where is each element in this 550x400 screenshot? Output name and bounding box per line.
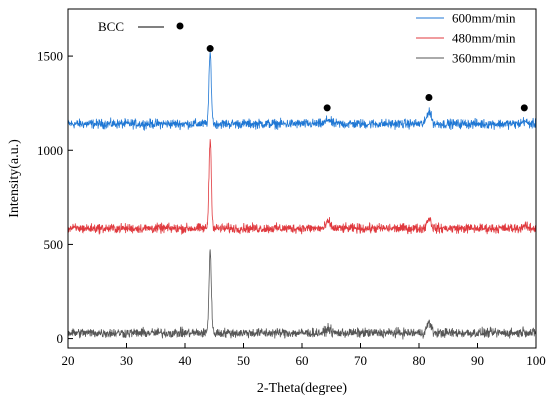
legend: 600mm/min 480mm/min 360mm/min	[412, 10, 534, 68]
y-tick-label: 1500	[37, 49, 63, 64]
x-tick-label: 30	[120, 353, 133, 368]
y-tick-label: 1000	[37, 143, 63, 158]
bcc-label: BCC	[98, 19, 124, 34]
legend-label-3: 360mm/min	[452, 51, 516, 66]
y-tick-label: 500	[44, 237, 64, 252]
series-line-1	[67, 51, 537, 131]
x-tick-label: 80	[413, 353, 426, 368]
bcc-peak-marker	[323, 104, 331, 112]
legend-label-2: 480mm/min	[452, 31, 516, 46]
annotation-layer: BCC	[98, 19, 528, 112]
x-tick-label: 90	[471, 353, 484, 368]
bcc-peak-marker	[206, 45, 214, 53]
series-line-3	[67, 249, 537, 340]
y-axis-title: Intensity(a.u.)	[7, 139, 22, 218]
x-tick-label: 100	[526, 353, 546, 368]
x-axis-title: 2-Theta(degree)	[257, 381, 347, 396]
x-tick-label: 70	[354, 353, 367, 368]
x-tick-label: 40	[179, 353, 192, 368]
bcc-legend-dot	[176, 22, 184, 30]
legend-label-1: 600mm/min	[452, 11, 516, 26]
series-line-2	[67, 139, 537, 236]
bcc-peak-marker	[520, 104, 528, 112]
x-tick-label: 60	[296, 353, 309, 368]
y-tick-label: 0	[57, 331, 64, 346]
bcc-peak-marker	[425, 94, 433, 102]
series-layer	[67, 51, 537, 340]
x-tick-label: 50	[237, 353, 250, 368]
x-tick-label: 20	[62, 353, 75, 368]
